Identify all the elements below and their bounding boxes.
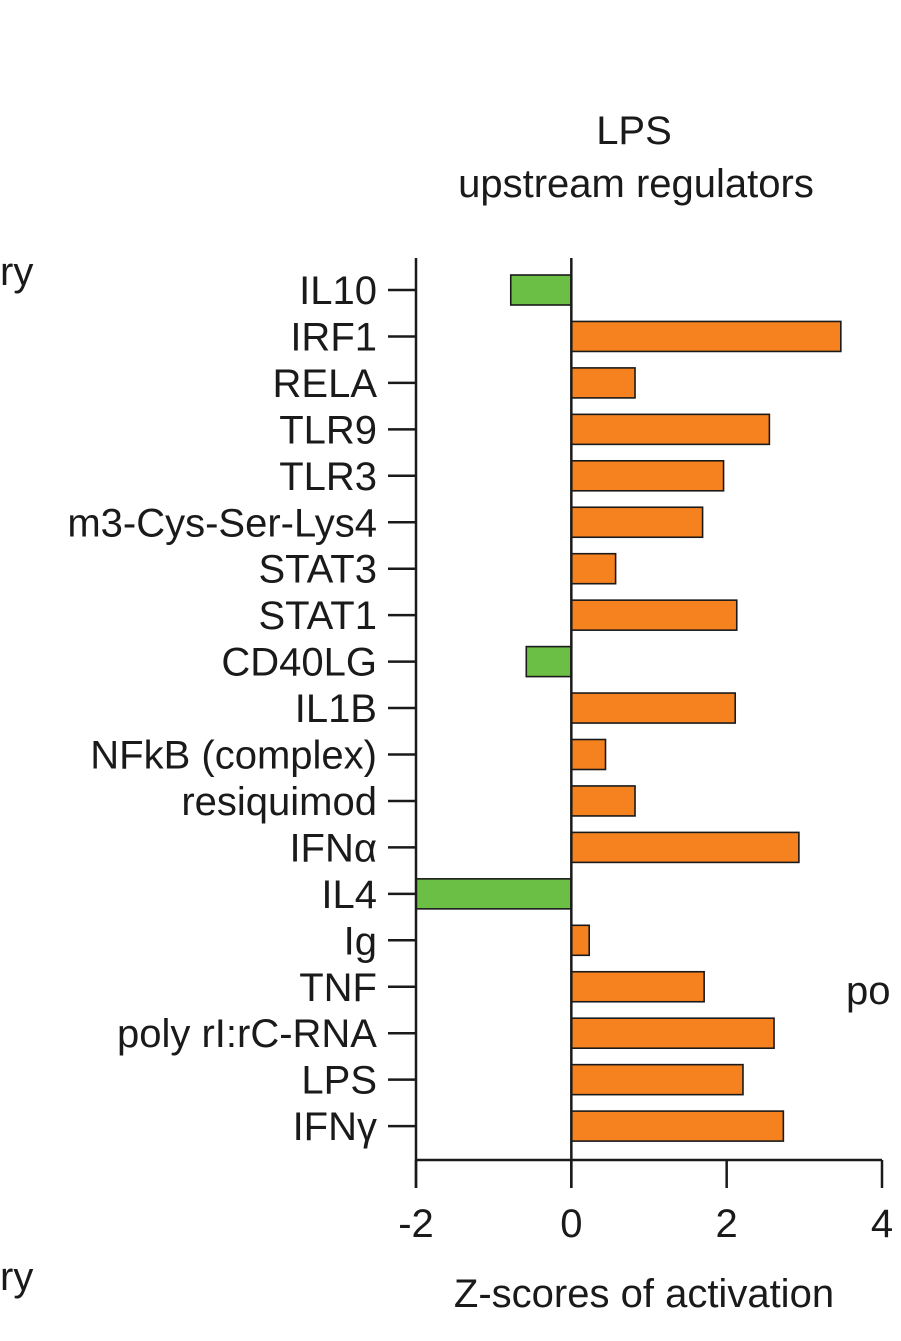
category-label-11: resiquimod: [181, 780, 377, 824]
category-label-14: Ig: [344, 919, 377, 963]
bar-15: [570, 970, 705, 1003]
bar-18: [570, 1110, 785, 1142]
bar-12: [570, 831, 800, 864]
category-label-8: CD40LG: [221, 641, 377, 685]
bar-0: [509, 274, 573, 306]
bar-11: [570, 785, 636, 817]
cropped-text-bottom-left: ry: [0, 1255, 33, 1299]
x-tick-label-3: 4: [871, 1202, 893, 1246]
chart-subtitle: upstream regulators: [458, 162, 814, 206]
bar-2: [570, 367, 636, 399]
cropped-text-right: po: [846, 969, 891, 1013]
category-label-18: IFNγ: [293, 1105, 377, 1149]
category-label-9: IL1B: [295, 687, 377, 731]
category-label-2: RELA: [273, 362, 378, 406]
x-tick-label-1: 0: [560, 1202, 582, 1246]
bar-14: [570, 924, 590, 957]
category-labels-layer: IL10IRF1RELATLR9TLR3m3-Cys-Ser-Lys4STAT3…: [67, 269, 377, 1149]
bar-8: [525, 645, 573, 678]
bar-4: [570, 459, 725, 492]
x-tick-label-0: -2: [398, 1202, 434, 1246]
category-label-10: NFkB (complex): [90, 734, 377, 778]
bar-10: [570, 738, 607, 771]
category-label-15: TNF: [299, 966, 377, 1010]
category-label-12: IFNα: [289, 826, 377, 870]
bar-13: [415, 878, 573, 910]
bar-6: [570, 552, 617, 585]
bar-17: [570, 1063, 744, 1096]
bar-16: [570, 1017, 775, 1050]
bars-layer: [415, 274, 842, 1142]
category-label-1: IRF1: [290, 315, 377, 359]
category-label-5: m3-Cys-Ser-Lys4: [67, 501, 377, 545]
category-label-6: STAT3: [258, 548, 377, 592]
category-label-3: TLR9: [279, 408, 377, 452]
bar-1: [570, 320, 842, 353]
bar-3: [570, 413, 771, 446]
axes-layer: -2 0 2 4: [388, 258, 893, 1246]
category-label-17: LPS: [301, 1059, 377, 1103]
bar-5: [570, 506, 704, 539]
bar-7: [570, 599, 738, 631]
x-tick-label-2: 2: [716, 1202, 738, 1246]
category-label-4: TLR3: [279, 455, 377, 499]
cropped-text-top-left: ry: [0, 250, 33, 294]
bar-9: [570, 692, 737, 724]
category-label-0: IL10: [299, 269, 377, 313]
category-label-7: STAT1: [258, 594, 377, 638]
category-label-16: poly rI:rC-RNA: [117, 1012, 377, 1056]
x-axis-label: Z-scores of activation: [454, 1272, 834, 1316]
category-label-13: IL4: [321, 873, 377, 917]
chart-title: LPS: [596, 109, 672, 153]
